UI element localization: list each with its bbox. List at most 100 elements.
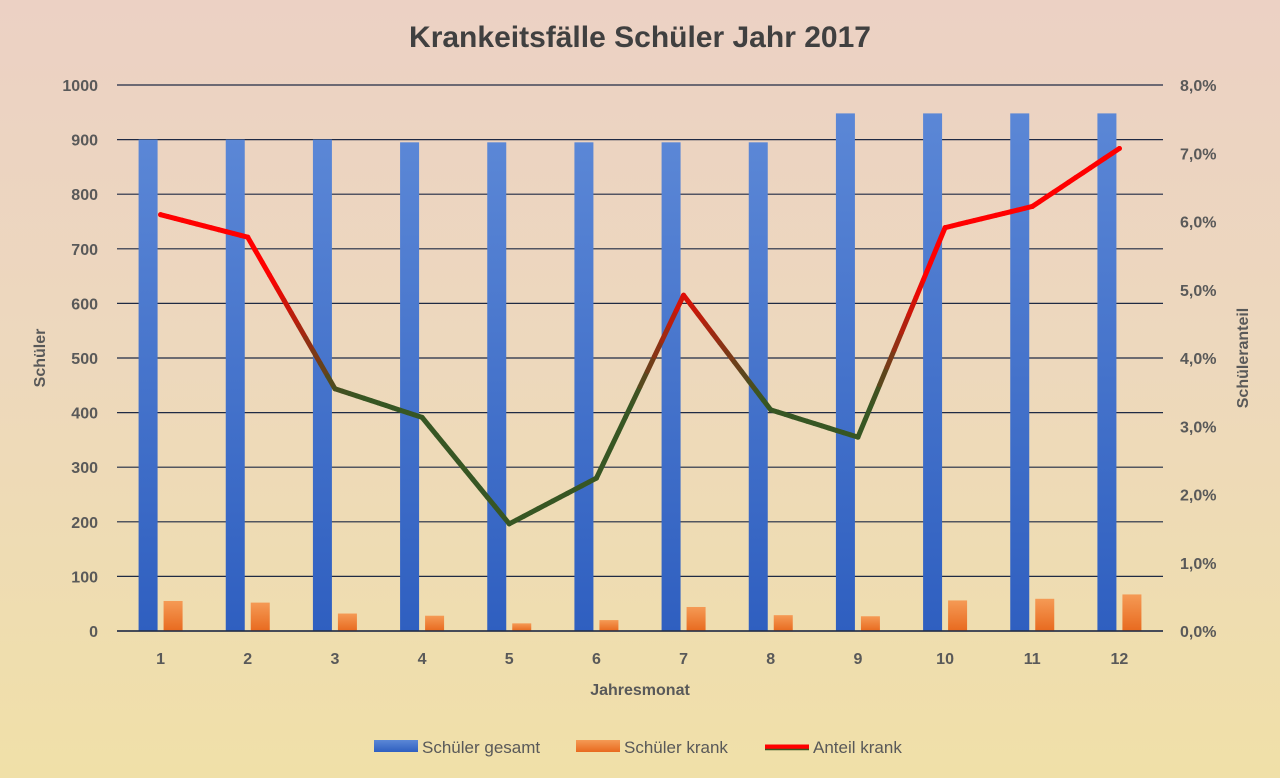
bar-schueler-gesamt	[225, 139, 245, 631]
point-anteil-krank	[158, 212, 164, 218]
point-anteil-krank	[1029, 203, 1035, 209]
y2-tick-label: 6,0%	[1180, 215, 1216, 232]
y2-tick-label: 7,0%	[1180, 146, 1216, 163]
y2-tick-label: 0,0%	[1180, 624, 1216, 641]
y-tick-label: 800	[71, 187, 98, 204]
x-tick-label: 1	[156, 651, 165, 668]
x-tick-label: 5	[505, 651, 514, 668]
line-segment-anteil-krank	[877, 364, 890, 388]
y-tick-label: 400	[71, 406, 98, 423]
chart-title: Krankeitsfälle Schüler Jahr 2017	[409, 21, 871, 54]
share-line	[158, 145, 1122, 527]
line-segment-anteil-krank	[884, 347, 897, 370]
line-segment-anteil-krank	[644, 353, 658, 374]
y2-tick-label: 8,0%	[1180, 78, 1216, 95]
y-tick-label: 600	[71, 296, 98, 313]
line-segment-anteil-krank	[920, 260, 934, 283]
y2-tick-label: 4,0%	[1180, 351, 1216, 368]
point-anteil-krank	[768, 407, 774, 413]
line-segment-anteil-krank	[615, 414, 628, 435]
y2-axis-title: Schüleranteil	[1235, 308, 1252, 408]
y2-tick-label: 3,0%	[1180, 419, 1216, 436]
bar-schueler-gesamt	[1010, 113, 1030, 632]
bar-schueler-krank	[250, 602, 270, 631]
line-segment-anteil-krank	[869, 382, 883, 405]
bar-schueler-krank	[686, 606, 706, 631]
point-anteil-krank	[419, 414, 425, 420]
bar-schueler-krank	[948, 600, 968, 631]
bar-schueler-gesamt	[1097, 113, 1117, 632]
line-segment-anteil-krank	[891, 329, 904, 353]
line-segment-anteil-krank	[855, 417, 868, 440]
bar-schueler-gesamt	[923, 113, 943, 632]
bar-schueler-krank	[163, 600, 183, 631]
bar-schueler-gesamt	[748, 142, 768, 631]
line-segment-anteil-krank	[601, 445, 614, 466]
point-anteil-krank	[1116, 145, 1122, 151]
y2-tick-label: 1,0%	[1180, 556, 1216, 573]
axes: 0 100 200 300 400 500 600 700 800 900 1000 0,0% 1,0%…	[62, 78, 1216, 668]
y-tick-label: 700	[71, 242, 98, 259]
y-axis-title: Schüler	[32, 329, 49, 388]
line-segment-anteil-krank	[862, 399, 875, 423]
bar-schueler-krank	[860, 616, 880, 631]
bars	[138, 113, 1142, 632]
line-segment-anteil-krank	[899, 312, 912, 335]
point-anteil-krank	[855, 434, 861, 440]
line-segment-anteil-krank	[666, 307, 679, 329]
line-segment-anteil-krank	[928, 242, 941, 266]
y-tick-label: 1000	[62, 78, 98, 95]
x-axis-title: Jahresmonat	[590, 682, 690, 699]
line-segment-anteil-krank	[608, 429, 621, 451]
x-tick-label: 4	[418, 651, 427, 668]
bar-schueler-gesamt	[312, 139, 332, 631]
bar-schueler-krank	[1035, 598, 1055, 631]
legend-swatch	[374, 740, 418, 752]
x-tick-label: 9	[853, 651, 862, 668]
y-tick-label: 200	[71, 515, 98, 532]
x-tick-label: 11	[1024, 651, 1041, 668]
point-anteil-krank	[332, 386, 338, 392]
line-segment-anteil-krank	[630, 384, 643, 405]
bar-schueler-krank	[773, 615, 793, 631]
bar-schueler-gesamt	[138, 139, 158, 631]
bar-schueler-gesamt	[487, 142, 507, 631]
bar-schueler-gesamt	[835, 113, 855, 632]
line-segment-anteil-krank	[913, 277, 926, 300]
y-tick-label: 300	[71, 460, 98, 477]
point-anteil-krank	[681, 292, 687, 298]
bar-schueler-krank	[512, 623, 532, 631]
y2-tick-label: 5,0%	[1180, 283, 1216, 300]
line-segment-anteil-krank	[935, 225, 948, 248]
point-anteil-krank	[593, 475, 599, 481]
x-tick-label: 10	[936, 651, 954, 668]
y-tick-label: 0	[89, 624, 98, 641]
y-tick-label: 500	[71, 351, 98, 368]
line-segment-anteil-krank	[622, 399, 636, 420]
legend: Schüler gesamt Schüler krank Anteil krank	[374, 738, 902, 757]
bar-schueler-krank	[1122, 594, 1142, 631]
x-tick-label: 3	[330, 651, 339, 668]
y-tick-label: 900	[71, 133, 98, 150]
point-anteil-krank	[506, 521, 512, 527]
line-segment-anteil-krank	[593, 460, 607, 481]
point-anteil-krank	[245, 234, 251, 240]
line-segment-anteil-krank	[659, 323, 672, 344]
y-tick-label: 100	[71, 569, 98, 586]
bar-schueler-krank	[599, 620, 619, 631]
bar-schueler-gesamt	[661, 142, 681, 631]
x-tick-label: 12	[1111, 651, 1129, 668]
gridlines	[117, 84, 1163, 632]
y2-tick-label: 2,0%	[1180, 488, 1216, 505]
line-segment-anteil-krank	[637, 368, 650, 390]
legend-swatch	[576, 740, 620, 752]
line-segment-anteil-krank	[652, 338, 665, 359]
legend-label: Anteil krank	[813, 738, 902, 757]
bar-schueler-gesamt	[574, 142, 594, 631]
bar-schueler-gesamt	[400, 142, 420, 631]
point-anteil-krank	[942, 225, 948, 231]
x-tick-label: 2	[243, 651, 252, 668]
line-segment-anteil-krank	[673, 292, 687, 313]
